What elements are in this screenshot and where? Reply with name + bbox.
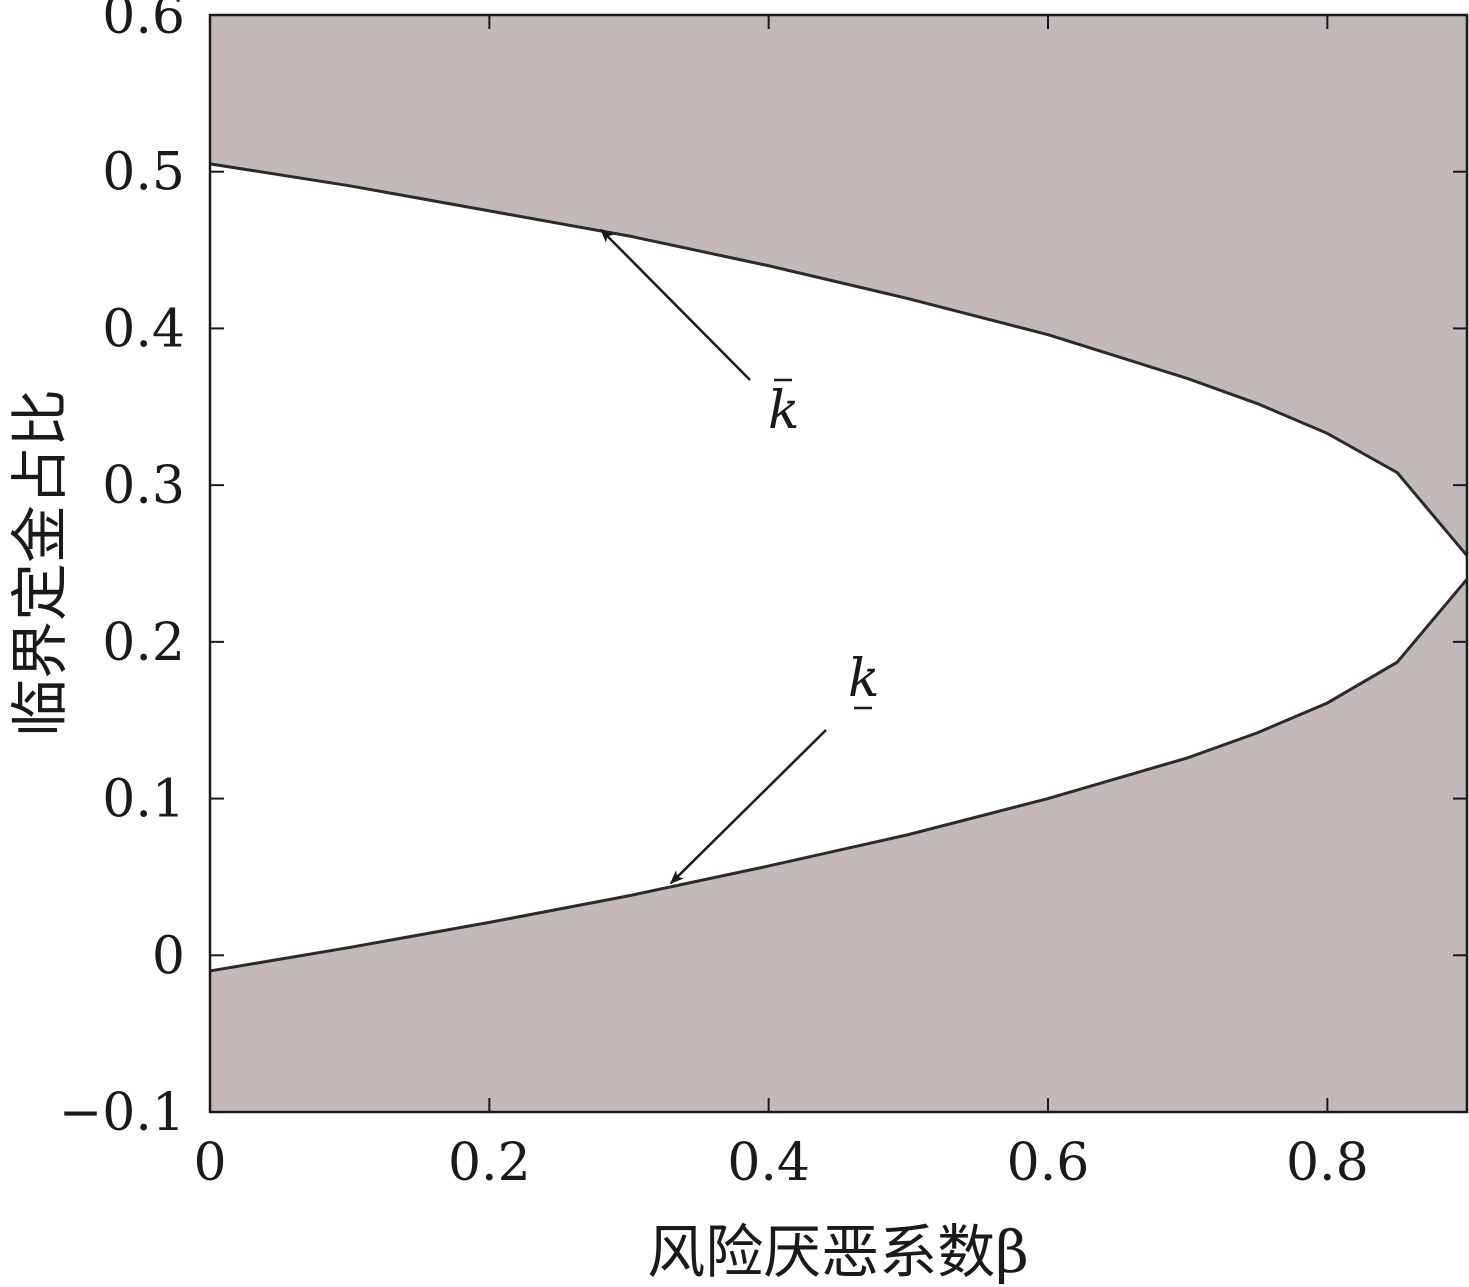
x-tick-label: 0.4 (727, 1133, 810, 1193)
y-axis-title: 临界定金占比 (6, 389, 74, 737)
x-tick-label: 0 (193, 1133, 226, 1193)
y-tick-label: −0.1 (59, 1083, 185, 1143)
y-tick-label: 0.4 (102, 299, 185, 359)
tick-labels: 0 0.2 0.4 0.6 0.8−0.100.10.20.30.40.50.6 (59, 0, 1369, 1193)
x-tick-label: 0.2 (448, 1133, 531, 1193)
y-tick-label: 0 (152, 926, 185, 986)
y-tick-label: 0.1 (102, 770, 185, 830)
y-tick-label: 0.3 (102, 456, 185, 516)
y-tick-label: 0.5 (102, 143, 185, 203)
feasible-region (210, 163, 1467, 971)
annotations: kk (600, 228, 880, 885)
annotation-arrow (600, 228, 751, 381)
lower-bound-line (209, 578, 1469, 973)
annotation-label: k (768, 381, 800, 441)
y-tick-label: 0.6 (102, 0, 185, 46)
y-tick-label: 0.2 (102, 613, 185, 673)
upper-bound-line (209, 162, 1469, 557)
x-axis-title: 风险厌恶系数β (647, 1218, 1029, 1286)
ticks (209, 14, 1467, 1113)
plot-area (208, 13, 1469, 1114)
annotation-label: k (848, 649, 880, 709)
annotation-arrow (669, 729, 827, 885)
plot-frame (208, 13, 1469, 1114)
x-tick-label: 0.8 (1286, 1133, 1369, 1193)
x-tick-label: 0.6 (1007, 1133, 1090, 1193)
